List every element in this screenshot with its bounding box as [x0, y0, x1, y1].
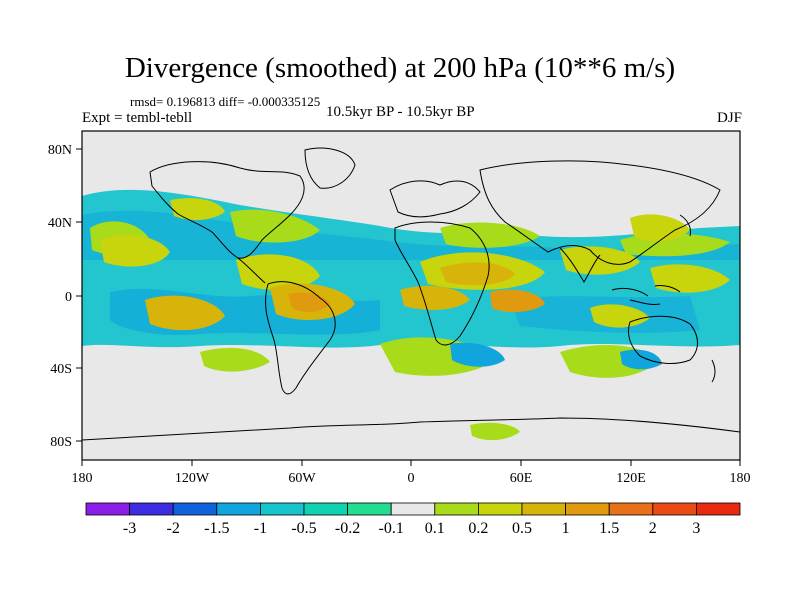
colorbar-label: 2	[649, 520, 657, 537]
lat-label-40s: 40S	[50, 362, 72, 377]
colorbar-swatch	[259, 502, 305, 516]
colorbar-swatch	[129, 502, 174, 516]
colorbar-swatch	[565, 502, 610, 516]
lon-label-180w: 180	[72, 471, 93, 486]
season-label: DJF	[716, 110, 742, 126]
colorbar-label: 3	[692, 520, 700, 537]
lon-label-60e: 60E	[510, 471, 533, 486]
colorbar-label: -3	[123, 520, 136, 537]
lat-label-80s: 80S	[50, 435, 72, 450]
colorbar-swatch	[434, 502, 479, 516]
colorbar-swatch	[521, 502, 566, 516]
lon-label-180e: 180	[730, 471, 751, 486]
lat-label-40n: 40N	[48, 216, 72, 231]
longitude-axis: 180 120W 60W 0 60E 120E 180	[72, 460, 751, 486]
colorbar: -3 -2 -1.5 -1 -0.5 -0.2 -0.1 0.1 0.2 0.5 1 1.5 2 3	[85, 502, 741, 537]
colorbar-label: 0.1	[425, 520, 445, 537]
lat-label-80n: 80N	[48, 143, 72, 158]
colorbar-swatch	[347, 502, 392, 516]
colorbar-swatch	[85, 502, 130, 516]
coastlines	[82, 147, 740, 441]
experiment-label: Expt = tembl-tebll	[82, 110, 193, 126]
plot-title: Divergence (smoothed) at 200 hPa (10**6 …	[124, 52, 676, 84]
colorbar-label: 0.2	[468, 520, 488, 537]
latitude-axis: 80N 40N 0 40S 80S	[48, 143, 82, 450]
colorbar-label: -1.5	[204, 520, 229, 537]
colorbar-label: -0.2	[335, 520, 360, 537]
lon-label-60w: 60W	[288, 471, 316, 486]
lat-label-0: 0	[65, 290, 72, 305]
colorbar-swatch	[608, 502, 654, 516]
lon-label-120w: 120W	[175, 471, 210, 486]
colorbar-swatch	[696, 502, 741, 516]
colorbar-label: -0.5	[291, 520, 316, 537]
colorbar-label: 1	[562, 520, 570, 537]
lon-label-0: 0	[408, 471, 415, 486]
period-label: 10.5kyr BP - 10.5kyr BP	[326, 104, 475, 120]
colorbar-label: -0.1	[379, 520, 404, 537]
colorbar-label: -1	[254, 520, 267, 537]
colorbar-label: 1.5	[599, 520, 619, 537]
lon-label-120e: 120E	[616, 471, 646, 486]
colorbar-label: -2	[167, 520, 180, 537]
colorbar-swatch	[390, 502, 436, 516]
colorbar-label: 0.5	[512, 520, 532, 537]
colorbar-swatch	[303, 502, 348, 516]
stats-text: rmsd= 0.196813 diff= -0.000335125	[130, 94, 321, 109]
colorbar-swatch	[652, 502, 697, 516]
colorbar-swatch	[172, 502, 218, 516]
colorbar-swatch	[477, 502, 523, 516]
colorbar-swatch	[216, 502, 261, 516]
